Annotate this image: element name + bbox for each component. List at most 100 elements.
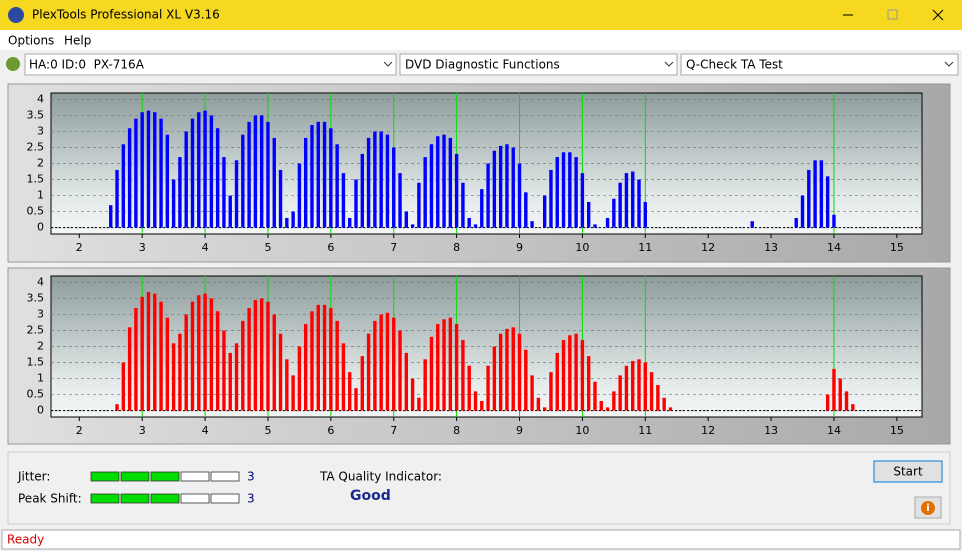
bar [146, 110, 151, 228]
bar [171, 179, 176, 228]
bar [524, 349, 528, 411]
bar [838, 378, 842, 411]
bar [222, 330, 226, 411]
status-text: Ready [7, 533, 44, 547]
bar [366, 333, 371, 411]
bar [146, 292, 151, 411]
bar [404, 352, 409, 411]
x-tick-label: 9 [516, 424, 523, 437]
function-select[interactable] [399, 53, 678, 76]
x-tick-label: 7 [390, 424, 397, 437]
bar [203, 110, 207, 228]
x-tick-label: 12 [701, 241, 715, 254]
bar [190, 118, 195, 228]
x-tick-label: 15 [890, 424, 904, 437]
bar [505, 144, 509, 228]
y-tick-label: 0.5 [27, 388, 45, 401]
bar [649, 372, 654, 411]
bar [524, 192, 528, 228]
bar [285, 217, 289, 228]
bar [530, 221, 534, 228]
bar [637, 359, 641, 411]
bar [568, 152, 572, 228]
bar [272, 137, 276, 228]
bar [442, 134, 446, 228]
bar [121, 144, 126, 228]
bar [800, 195, 805, 228]
bar [291, 375, 295, 411]
bar [555, 157, 559, 228]
bar [668, 407, 673, 411]
close-button[interactable] [932, 9, 944, 21]
bar [637, 179, 641, 228]
bar [851, 404, 855, 411]
peak-shift-value: 3 [247, 492, 255, 506]
bar [404, 211, 409, 228]
bar [467, 365, 471, 411]
bar [436, 324, 440, 411]
y-tick-label: 4 [37, 92, 44, 105]
y-tick-label: 3.5 [27, 108, 45, 121]
test-select[interactable] [680, 53, 959, 76]
y-tick-label: 0.5 [27, 205, 45, 218]
bar [555, 352, 559, 411]
bar [750, 221, 754, 228]
bar [517, 333, 522, 411]
bar [593, 381, 597, 411]
bar [178, 333, 182, 411]
x-tick-label: 9 [516, 241, 523, 254]
bar [662, 397, 666, 411]
bar [241, 134, 245, 228]
bar [203, 293, 207, 411]
bar [115, 169, 119, 228]
menu-bar [0, 30, 962, 50]
bar [832, 368, 836, 411]
bar [184, 314, 188, 411]
bar [278, 169, 283, 228]
bar [454, 153, 459, 228]
dropdown-arrow [383, 61, 393, 67]
bar [631, 171, 635, 228]
maximize-button[interactable] [887, 9, 898, 20]
bar [574, 333, 578, 411]
bar [266, 301, 270, 411]
bar [291, 211, 295, 228]
menu-item[interactable]: Help [64, 34, 91, 48]
ta-quality-value: Good [350, 488, 391, 504]
bar [549, 372, 553, 411]
start-button[interactable] [873, 460, 943, 483]
bar [825, 394, 830, 411]
menu-item[interactable]: Options [8, 34, 54, 48]
app-icon [8, 7, 24, 23]
bar [109, 205, 113, 228]
bar [197, 295, 201, 411]
bar [511, 147, 515, 228]
bar [171, 343, 176, 411]
y-tick-label: 2 [37, 340, 44, 353]
bar [266, 121, 270, 228]
drive-select-text: HA:0 ID:0 PX-716A [29, 58, 145, 72]
x-tick-label: 10 [575, 241, 589, 254]
x-tick-label: 13 [764, 424, 778, 437]
x-tick-label: 2 [76, 241, 83, 254]
bar [807, 169, 811, 228]
y-tick-label: 1 [37, 189, 44, 202]
bar [303, 324, 308, 411]
ta-quality-label: TA Quality Indicator: [319, 470, 442, 484]
bar [643, 201, 647, 228]
results-panel [7, 451, 951, 525]
bar [140, 112, 144, 228]
bar [448, 317, 453, 411]
bar [624, 365, 629, 411]
y-tick-label: 2.5 [27, 323, 45, 336]
bar [329, 128, 333, 228]
bar [379, 314, 383, 411]
info-icon [921, 501, 935, 515]
bar [612, 198, 616, 228]
bar [241, 320, 245, 411]
bar [417, 397, 421, 411]
drive-select[interactable] [24, 53, 397, 76]
bar [297, 346, 302, 411]
bar [542, 195, 547, 228]
bar [329, 308, 333, 411]
